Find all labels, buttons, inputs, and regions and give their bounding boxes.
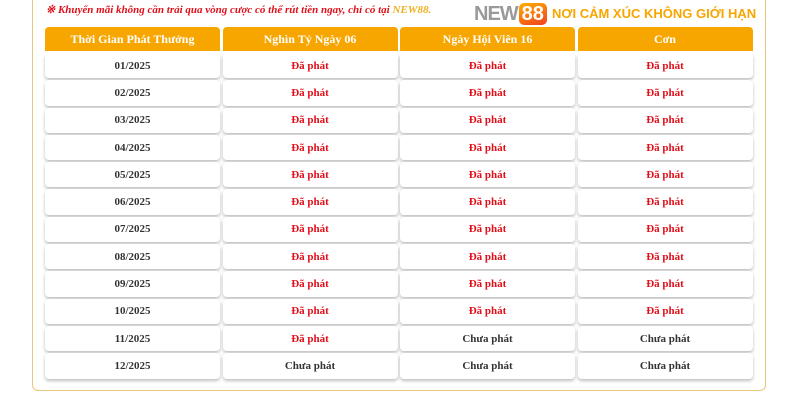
status-cell: Đã phát bbox=[400, 162, 575, 188]
status-cell: Đã phát bbox=[222, 189, 398, 215]
period-cell: 06/2025 bbox=[45, 189, 220, 215]
note-brand: NEW88. bbox=[392, 4, 432, 16]
status-cell: Đã phát bbox=[222, 271, 398, 297]
status-cell: Đã phát bbox=[577, 244, 753, 270]
column-header: Ngày Hội Viên 16 bbox=[400, 27, 575, 51]
status-cell: Đã phát bbox=[222, 216, 398, 243]
status-cell: Đã phát bbox=[577, 107, 753, 133]
status-cell: Đã phát bbox=[222, 80, 398, 106]
status-cell: Đã phát bbox=[577, 162, 753, 188]
logo-number: 88 bbox=[518, 2, 547, 25]
status-cell: Đã phát bbox=[577, 53, 753, 79]
promo-note: ※ Khuyến mãi không cần trải qua vòng cượ… bbox=[46, 3, 431, 16]
status-cell: Đã phát bbox=[400, 189, 575, 215]
column-header: Nghìn Tỷ Ngày 06 bbox=[222, 27, 398, 51]
period-cell: 07/2025 bbox=[45, 216, 220, 243]
reward-schedule-table: Thời Gian Phát Thưởng Nghìn Tỷ Ngày 06 Ngà… bbox=[45, 27, 753, 379]
status-cell: Đã phát bbox=[222, 162, 398, 188]
status-cell: Chưa phát bbox=[400, 353, 575, 379]
status-cell: Đã phát bbox=[400, 271, 575, 297]
status-cell: Đã phát bbox=[577, 134, 753, 161]
period-cell: 05/2025 bbox=[45, 162, 220, 188]
period-cell: 12/2025 bbox=[45, 353, 220, 379]
status-cell: Đã phát bbox=[222, 53, 398, 79]
period-cell: 09/2025 bbox=[45, 271, 220, 297]
status-cell: Đã phát bbox=[400, 216, 575, 243]
column-header: Cơn bbox=[577, 27, 753, 51]
status-cell: Đã phát bbox=[222, 325, 398, 352]
status-cell: Đã phát bbox=[222, 244, 398, 270]
status-cell: Chưa phát bbox=[222, 353, 398, 379]
status-cell: Đã phát bbox=[577, 298, 753, 324]
status-cell: Đã phát bbox=[400, 53, 575, 79]
status-cell: Đã phát bbox=[400, 134, 575, 161]
status-cell: Đã phát bbox=[577, 189, 753, 215]
status-cell: Đã phát bbox=[400, 80, 575, 106]
status-cell: Đã phát bbox=[400, 244, 575, 270]
status-cell: Đã phát bbox=[222, 134, 398, 161]
new88-logo: NEW 88 bbox=[474, 2, 547, 25]
status-cell: Đã phát bbox=[222, 298, 398, 324]
status-cell: Đã phát bbox=[577, 216, 753, 243]
period-cell: 10/2025 bbox=[45, 298, 220, 324]
status-cell: Đã phát bbox=[577, 80, 753, 106]
status-cell: Đã phát bbox=[577, 271, 753, 297]
logo-text: NEW bbox=[474, 2, 519, 25]
period-cell: 08/2025 bbox=[45, 244, 220, 270]
status-cell: Chưa phát bbox=[577, 353, 753, 379]
period-cell: 03/2025 bbox=[45, 107, 220, 133]
status-cell: Đã phát bbox=[222, 107, 398, 133]
period-cell: 01/2025 bbox=[45, 53, 220, 79]
period-cell: 04/2025 bbox=[45, 134, 220, 161]
column-header: Thời Gian Phát Thưởng bbox=[45, 27, 220, 51]
note-text: ※ Khuyến mãi không cần trải qua vòng cượ… bbox=[46, 4, 393, 16]
period-cell: 11/2025 bbox=[45, 325, 220, 352]
status-cell: Chưa phát bbox=[400, 325, 575, 352]
status-cell: Đã phát bbox=[400, 298, 575, 324]
logo-slogan: NƠI CẢM XÚC KHÔNG GIỚI HẠN bbox=[552, 6, 757, 21]
period-cell: 02/2025 bbox=[45, 80, 220, 106]
status-cell: Chưa phát bbox=[577, 325, 753, 352]
status-cell: Đã phát bbox=[400, 107, 575, 133]
